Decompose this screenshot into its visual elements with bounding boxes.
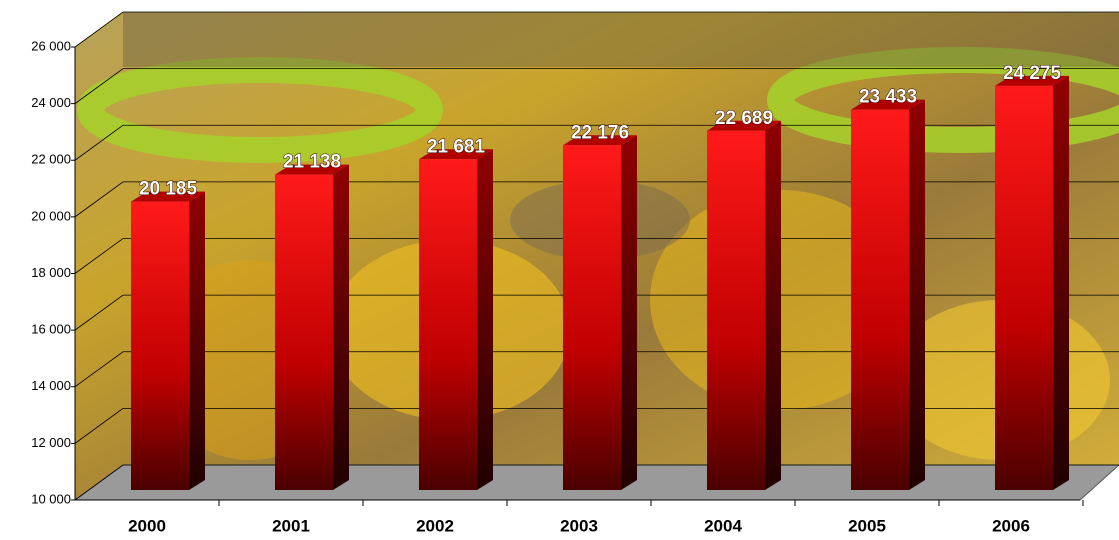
bar bbox=[563, 145, 621, 490]
grid-line bbox=[74, 464, 1119, 501]
value-label: 22 689 bbox=[715, 108, 773, 129]
bar-side bbox=[765, 120, 781, 491]
grid-line bbox=[74, 124, 1119, 161]
bar-top bbox=[707, 120, 781, 131]
bar bbox=[131, 201, 189, 490]
x-tick-label: 2006 bbox=[992, 516, 1030, 535]
bar-side bbox=[621, 135, 637, 490]
bar-top bbox=[995, 75, 1069, 86]
y-tick-label: 16 000 bbox=[31, 322, 71, 337]
bar-top bbox=[419, 149, 493, 160]
y-tick-label: 22 000 bbox=[31, 152, 71, 167]
grid-line bbox=[74, 294, 1119, 331]
value-label: 24 275 bbox=[1003, 63, 1062, 84]
x-tick-label: 2003 bbox=[560, 516, 598, 535]
value-label: 23 433 bbox=[859, 87, 917, 108]
bar-top bbox=[563, 135, 637, 146]
grid-line bbox=[74, 238, 1119, 274]
grid-line bbox=[74, 181, 1119, 218]
y-tick-label: 20 000 bbox=[31, 208, 71, 223]
x-tick-label: 2001 bbox=[272, 516, 310, 535]
value-label: 20 185 bbox=[139, 179, 198, 200]
value-label: 22 176 bbox=[571, 122, 629, 143]
y-tick-label: 10 000 bbox=[31, 491, 71, 506]
y-tick-label: 18 000 bbox=[31, 265, 71, 280]
bar bbox=[419, 159, 477, 491]
x-tick-label: 2004 bbox=[704, 516, 742, 535]
x-tick-label: 2000 bbox=[128, 516, 166, 535]
value-label: 21 681 bbox=[427, 136, 486, 157]
y-tick-label: 24 000 bbox=[31, 95, 71, 110]
x-tick-label: 2002 bbox=[416, 516, 454, 535]
bar-side bbox=[189, 191, 205, 490]
y-tick-label: 26 000 bbox=[31, 38, 71, 53]
value-label: 21 138 bbox=[283, 152, 341, 173]
bar-top bbox=[851, 99, 925, 110]
bar-side bbox=[333, 164, 349, 490]
y-tick-label: 12 000 bbox=[31, 435, 71, 450]
bar bbox=[995, 85, 1053, 491]
bar bbox=[851, 109, 909, 490]
bar-side bbox=[477, 149, 493, 491]
y-tick-label: 14 000 bbox=[31, 378, 71, 393]
grid-line bbox=[74, 351, 1119, 388]
x-tick-label: 2005 bbox=[848, 516, 886, 535]
bar-top bbox=[131, 191, 205, 202]
bar bbox=[707, 130, 765, 491]
grid-line bbox=[74, 68, 1119, 104]
bar-side bbox=[1053, 75, 1069, 491]
bar bbox=[275, 174, 333, 490]
bar-top bbox=[275, 164, 349, 175]
grid-line bbox=[74, 11, 1119, 48]
grid-line bbox=[74, 407, 1119, 444]
bar-side bbox=[909, 99, 925, 490]
